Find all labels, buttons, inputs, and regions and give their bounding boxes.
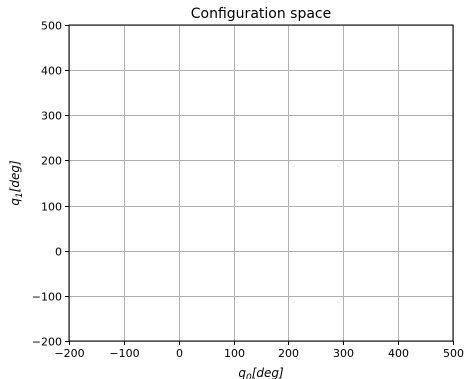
x-tick-label: 100 [224,347,245,360]
y-tick-label: 100 [41,201,62,214]
y-tick-label: 0 [55,246,62,259]
x-tick-label: 400 [388,347,409,360]
axis-ticks [65,25,454,345]
y-axis-label-sub: 1 [15,192,25,198]
y-tick-label: 300 [41,110,62,123]
x-axis-label-unit: [deg] [252,366,284,379]
x-tick-labels: −200 −100 0 100 200 300 400 500 [54,347,464,360]
x-axis-label: q0[deg] [238,366,284,379]
y-tick-label: 400 [41,65,62,78]
chart-title: Configuration space [191,6,331,22]
y-tick-labels: −200 −100 0 100 200 300 400 500 [32,20,62,349]
y-tick-label: 500 [41,20,62,33]
y-tick-label: 200 [41,155,62,168]
x-axis-label-var: q [238,366,246,379]
x-tick-label: 0 [176,347,183,360]
y-tick-label: −100 [32,291,62,304]
y-axis-label: q1[deg] [8,160,25,206]
x-tick-label: 200 [278,347,299,360]
x-tick-label: −100 [109,347,139,360]
x-tick-label: −200 [54,347,84,360]
y-axis-label-var: q [8,198,22,206]
y-axis-label-unit: [deg] [8,160,22,192]
x-tick-label: 300 [333,347,354,360]
plot-area-frame [68,24,454,342]
y-tick-label: −200 [32,336,62,349]
grid-lines [69,25,454,342]
x-tick-label: 500 [443,347,464,360]
x-axis-label-sub: 0 [246,373,252,379]
